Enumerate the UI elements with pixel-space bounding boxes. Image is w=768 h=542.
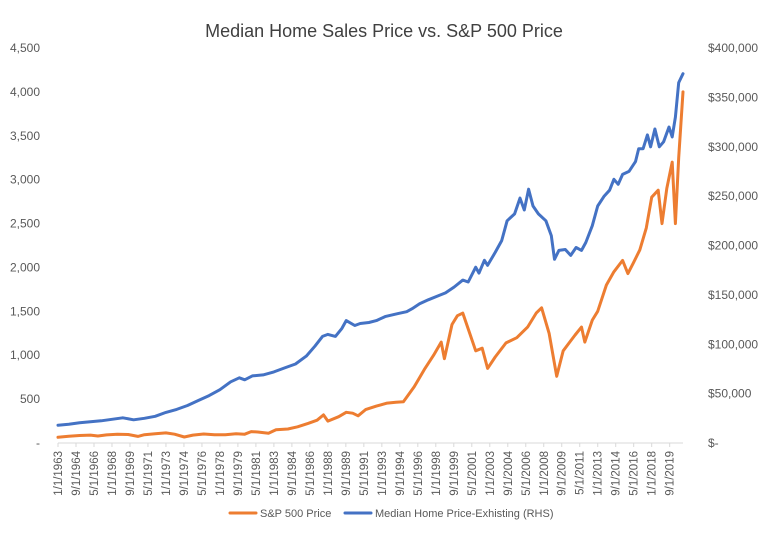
right-tick-label: $300,000 bbox=[708, 140, 758, 154]
x-tick-label: 1/1/2003 bbox=[485, 451, 497, 496]
x-tick-label: 9/1/1999 bbox=[449, 451, 461, 496]
right-tick-label: $100,000 bbox=[708, 337, 758, 351]
x-tick-label: 5/1/1986 bbox=[305, 451, 317, 496]
x-tick-label: 1/1/1973 bbox=[161, 451, 173, 496]
x-tick-label: 1/1/1983 bbox=[269, 451, 281, 496]
right-axis-ticks: $- $50,000 $100,000 $150,000 $200,000 $250,00… bbox=[708, 41, 758, 450]
chart-title: Median Home Sales Price vs. S&P 500 Pric… bbox=[205, 21, 563, 41]
x-tick-label: 5/1/2016 bbox=[629, 451, 641, 496]
x-tick-label: 5/1/1966 bbox=[89, 451, 101, 496]
left-tick-label: 3,000 bbox=[10, 173, 40, 187]
x-tick-label: 9/1/1979 bbox=[233, 451, 245, 496]
right-tick-label: $200,000 bbox=[708, 239, 758, 253]
x-tick-label: 9/1/1994 bbox=[395, 450, 407, 495]
right-tick-label: $400,000 bbox=[708, 41, 758, 55]
left-tick-label: 3,500 bbox=[10, 129, 40, 143]
x-tick-label: 5/1/2006 bbox=[521, 451, 533, 496]
series-line-median-home-price bbox=[56, 72, 685, 427]
x-tick-label: 1/1/1988 bbox=[323, 451, 335, 496]
right-tick-label: $- bbox=[708, 436, 719, 450]
right-tick-label: $350,000 bbox=[708, 90, 758, 104]
x-tick-label: 9/1/2004 bbox=[503, 450, 515, 495]
x-tick-label: 9/1/2009 bbox=[557, 451, 569, 496]
x-tick-label: 9/1/1984 bbox=[287, 450, 299, 495]
legend-label: Median Home Price-Exhisting (RHS) bbox=[375, 508, 554, 520]
x-tick-label: 1/1/2008 bbox=[539, 451, 551, 496]
right-tick-label: $50,000 bbox=[708, 387, 752, 401]
x-tick-label: 1/1/2018 bbox=[647, 451, 659, 496]
x-tick-label: 5/1/2001 bbox=[467, 451, 479, 496]
x-tick-label: 5/1/1971 bbox=[143, 451, 155, 496]
left-tick-label: 500 bbox=[20, 392, 40, 406]
left-tick-label: 1,500 bbox=[10, 304, 40, 318]
x-tick-label: 5/1/1996 bbox=[413, 451, 425, 496]
right-tick-label: $250,000 bbox=[708, 189, 758, 203]
left-tick-label: 1,000 bbox=[10, 348, 40, 362]
x-tick-label: 5/1/1981 bbox=[251, 451, 263, 496]
series-line-sp500 bbox=[56, 90, 685, 439]
x-tick-label: 9/1/1964 bbox=[71, 450, 83, 495]
right-tick-label: $150,000 bbox=[708, 288, 758, 302]
x-tick-label: 9/1/1969 bbox=[125, 451, 137, 496]
left-tick-label: - bbox=[36, 436, 40, 450]
x-tick-label: 1/1/2013 bbox=[593, 451, 605, 496]
x-tick-label: 1/1/1968 bbox=[107, 451, 119, 496]
x-tick-label: 5/1/1976 bbox=[197, 451, 209, 496]
left-tick-label: 2,500 bbox=[10, 217, 40, 231]
x-tick-label: 1/1/1993 bbox=[377, 451, 389, 496]
x-tick-label: 9/1/1974 bbox=[179, 450, 191, 495]
series-lines bbox=[56, 72, 685, 439]
legend-label: S&P 500 Price bbox=[260, 508, 331, 520]
x-tick-label: 1/1/1978 bbox=[215, 451, 227, 496]
left-tick-label: 4,500 bbox=[10, 41, 40, 55]
x-tick-label: 5/1/1991 bbox=[359, 451, 371, 496]
legend[interactable]: S&P 500 Price Median Home Price-Exhisting… bbox=[228, 508, 554, 520]
x-tick-label: 9/1/2014 bbox=[611, 450, 623, 495]
left-axis-ticks: - 500 1,000 1,500 2,000 2,500 3,000 3,500 4,000 4… bbox=[10, 41, 40, 450]
left-tick-label: 2,000 bbox=[10, 260, 40, 274]
left-tick-label: 4,000 bbox=[10, 85, 40, 99]
x-tick-label: 5/1/2011 bbox=[575, 451, 587, 495]
x-tick-label: 1/1/1998 bbox=[431, 451, 443, 496]
x-axis-ticks: 1/1/1963 9/1/1964 5/1/1966 1/1/1968 9/1/1969… bbox=[53, 443, 677, 496]
x-tick-label: 9/1/2019 bbox=[665, 451, 677, 496]
x-tick-label: 1/1/1963 bbox=[53, 451, 65, 496]
x-tick-label: 9/1/1989 bbox=[341, 451, 353, 496]
